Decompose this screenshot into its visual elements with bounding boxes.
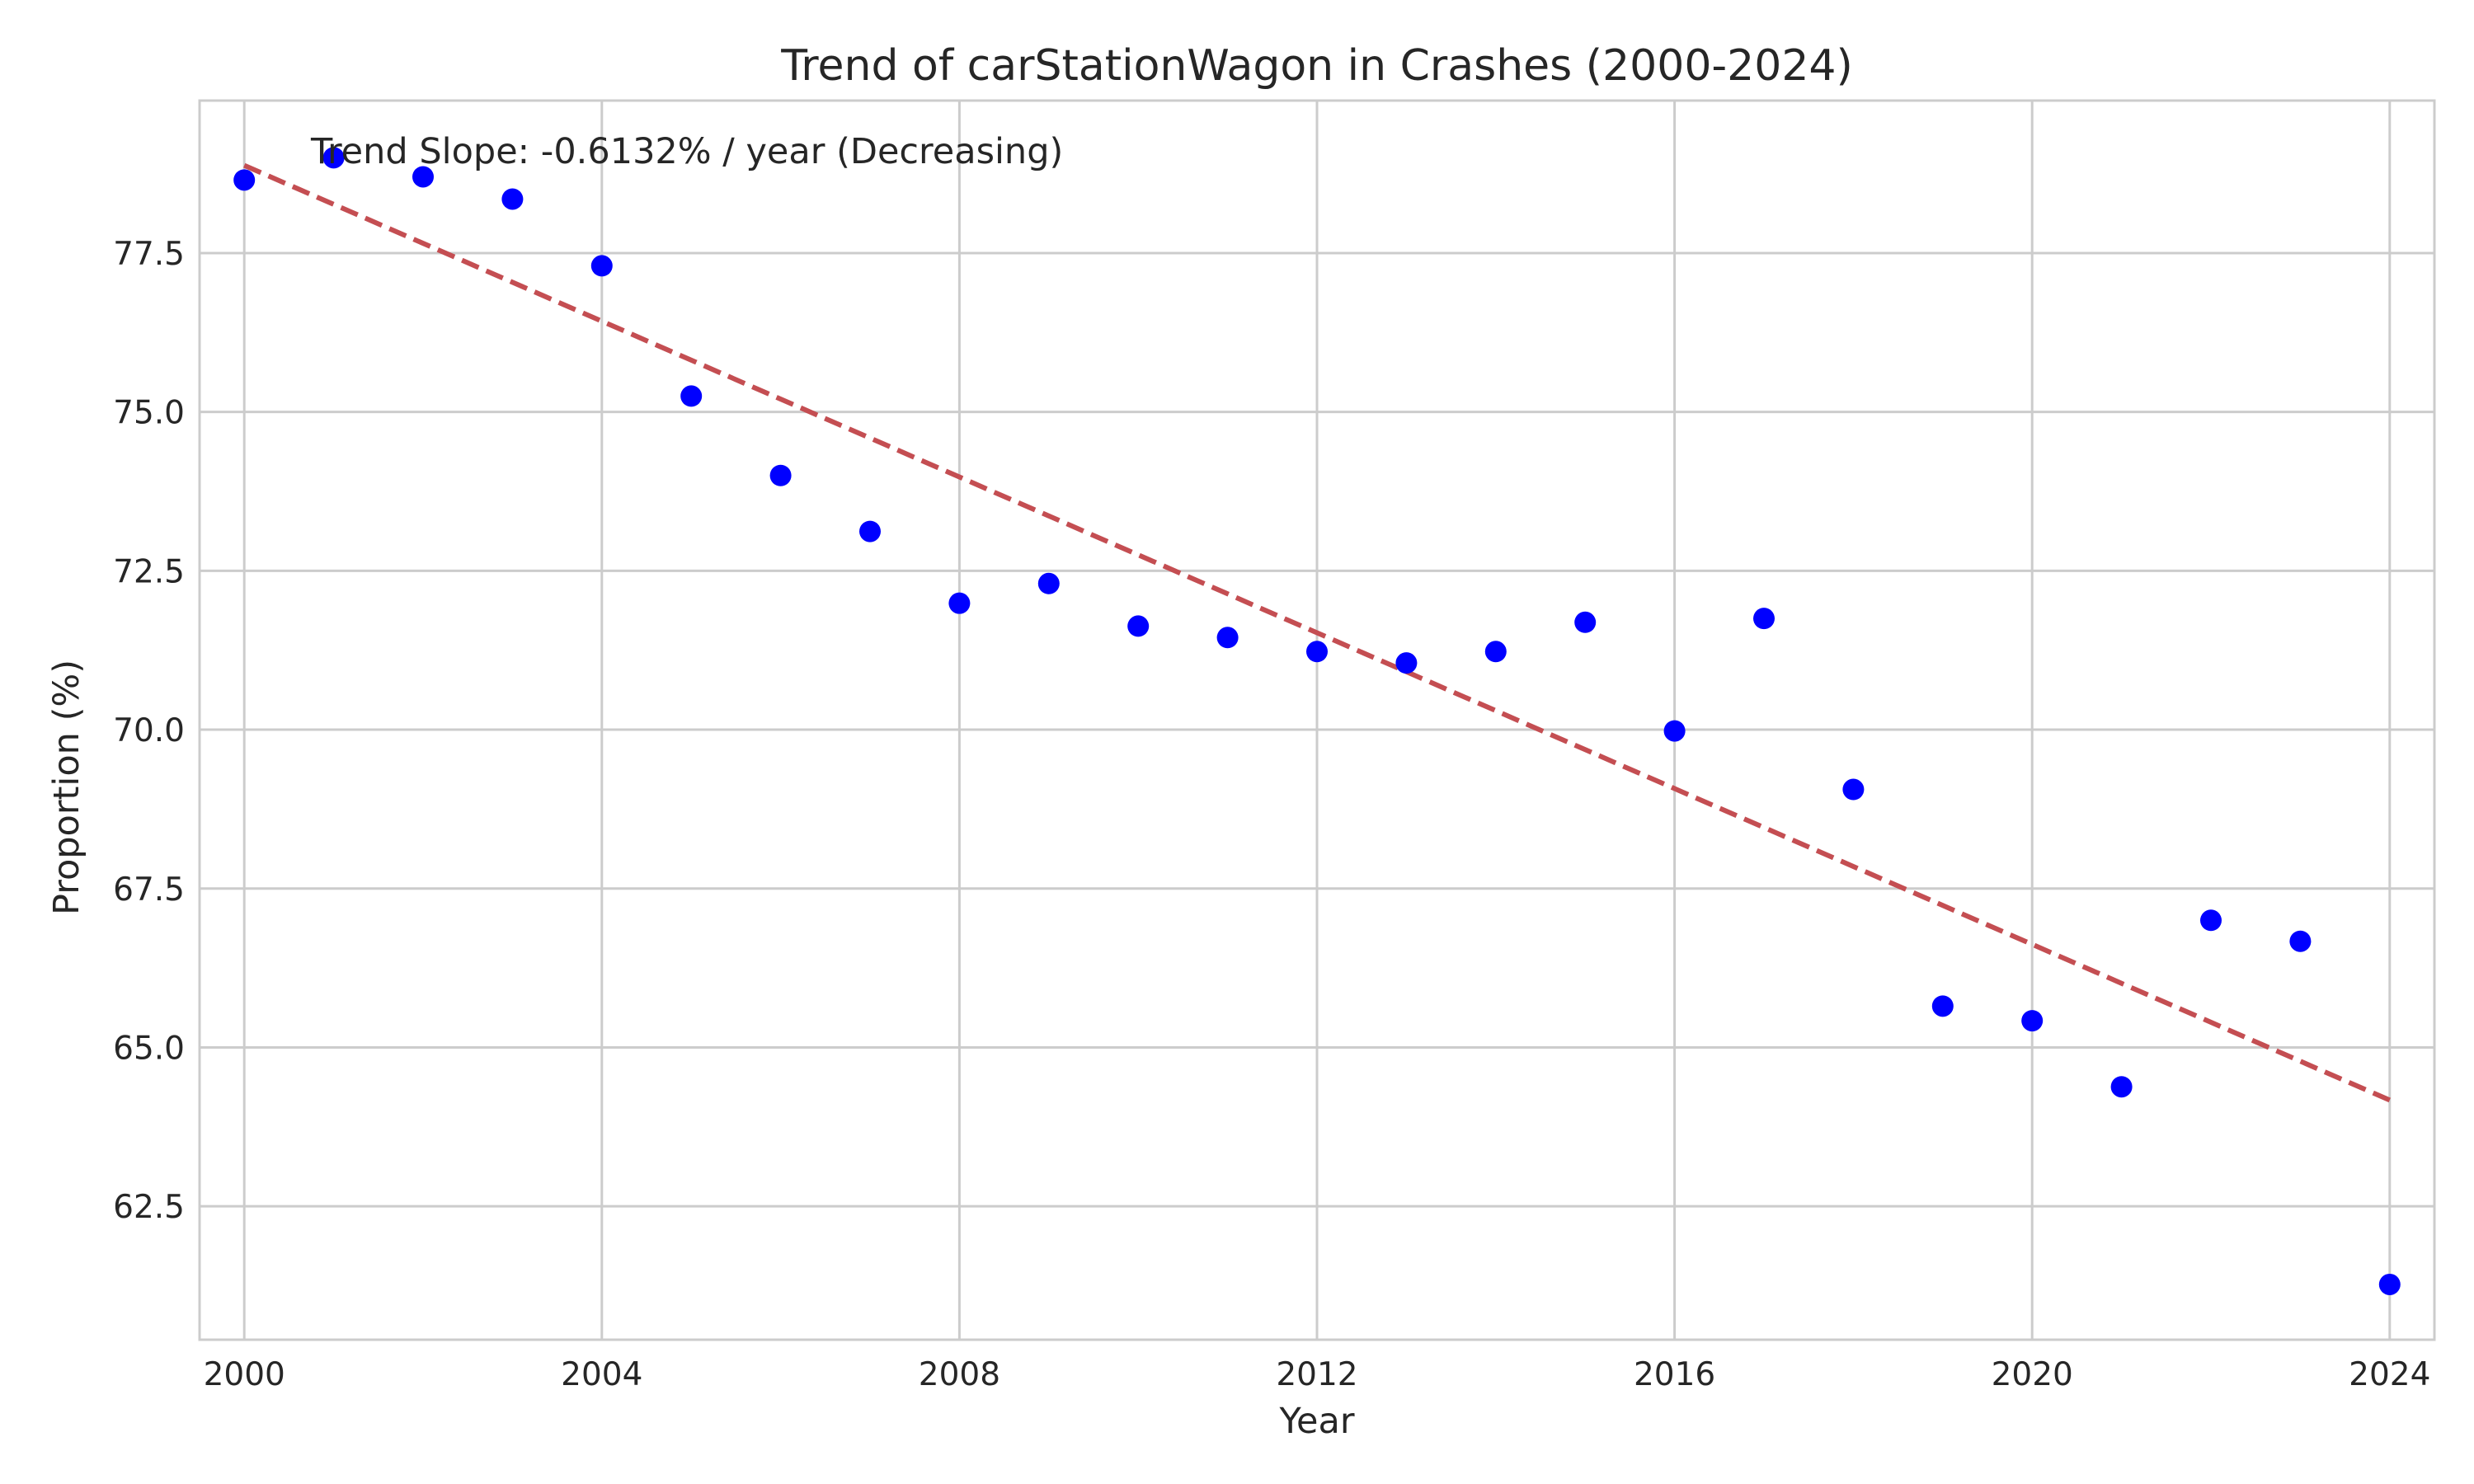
data-point-2024 [2378, 1273, 2401, 1295]
data-points [233, 147, 2401, 1295]
x-tick-label-2008: 2008 [919, 1356, 1000, 1393]
data-point-2008 [948, 592, 971, 614]
x-tick-label-2016: 2016 [1634, 1356, 1715, 1393]
chart-title: Trend of carStationWagon in Crashes (200… [780, 41, 1853, 91]
data-point-2004 [590, 255, 613, 277]
x-tick-label-2012: 2012 [1276, 1356, 1357, 1393]
data-point-2023 [2289, 930, 2312, 952]
trend-layer [243, 162, 2391, 1103]
data-point-2010 [1127, 615, 1150, 637]
data-point-2019 [1931, 995, 1954, 1017]
data-point-2013 [1395, 652, 1418, 674]
data-point-2016 [1663, 720, 1686, 742]
data-point-2000 [233, 169, 256, 191]
y-tick-label-1: 65.0 [113, 1030, 185, 1067]
data-point-2005 [680, 385, 703, 407]
data-point-2002 [412, 166, 434, 188]
tick-labels: 2000 2004 2008 2012 2016 2020 2024 62.5 65.0 67.5… [113, 236, 2430, 1393]
data-point-2022 [2200, 909, 2222, 932]
plot-border [198, 99, 2436, 1341]
data-point-2007 [859, 520, 881, 542]
x-axis-label: Year [1278, 1401, 1354, 1442]
x-tick-label-2004: 2004 [561, 1356, 642, 1393]
data-point-2020 [2021, 1010, 2044, 1032]
data-point-2017 [1753, 608, 1775, 630]
y-tick-label-6: 77.5 [113, 236, 185, 273]
data-point-2001 [322, 147, 345, 169]
x-tick-label-2020: 2020 [1992, 1356, 2073, 1393]
x-tick-label-2000: 2000 [204, 1356, 285, 1393]
y-axis-label: Proportion (%) [46, 660, 87, 915]
data-point-2003 [501, 188, 524, 210]
grid-layer [200, 101, 2434, 1340]
y-tick-label-2: 67.5 [113, 871, 185, 909]
y-tick-label-3: 70.0 [113, 712, 185, 749]
data-point-2018 [1842, 778, 1865, 801]
data-point-2014 [1484, 641, 1507, 663]
y-tick-label-4: 72.5 [113, 553, 185, 590]
data-point-2015 [1574, 611, 1597, 633]
data-point-2021 [2110, 1076, 2133, 1098]
data-point-2009 [1037, 572, 1060, 594]
trend-slope-annotation: Trend Slope: -0.6132% / year (Decreasing… [310, 131, 1063, 172]
plot-frame [198, 99, 2436, 1341]
x-tick-label-2024: 2024 [2349, 1356, 2430, 1393]
trend-line [243, 162, 2391, 1103]
y-tick-label-0: 62.5 [113, 1189, 185, 1226]
data-point-2006 [769, 464, 792, 486]
y-tick-label-5: 75.0 [113, 395, 185, 432]
data-point-2011 [1216, 627, 1239, 649]
data-point-2012 [1306, 641, 1328, 663]
